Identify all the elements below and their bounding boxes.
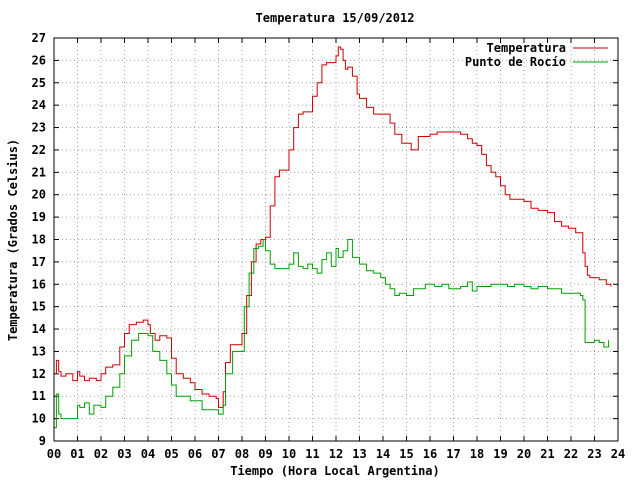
y-tick-label: 27 [32,31,46,45]
legend-label-1: Punto de Rocío [465,55,566,69]
x-tick-label: 05 [164,447,178,461]
y-tick-label: 21 [32,165,46,179]
y-tick-label: 10 [32,412,46,426]
x-tick-label: 22 [564,447,578,461]
y-axis-label: Temperatura (Grados Celsius) [6,139,20,341]
y-tick-label: 16 [32,277,46,291]
x-tick-label: 24 [611,447,625,461]
x-tick-label: 16 [423,447,437,461]
y-tick-label: 13 [32,344,46,358]
x-tick-label: 11 [305,447,319,461]
y-axis-ticks: 9 10 11 12 13 14 15 16 17 18 19 20 21 22 23 24 25 26 27 [32,31,618,448]
y-tick-label: 25 [32,76,46,90]
x-tick-label: 08 [235,447,249,461]
x-tick-label: 09 [258,447,272,461]
x-axis-ticks: 00 01 02 03 04 05 06 07 08 09 10 11 12 13 14 15 16 17 18 19… [47,38,625,461]
x-tick-label: 17 [446,447,460,461]
x-tick-label: 07 [211,447,225,461]
grid [54,38,618,441]
y-tick-label: 26 [32,53,46,67]
y-tick-label: 19 [32,210,46,224]
x-tick-label: 19 [493,447,507,461]
y-tick-label: 12 [32,367,46,381]
y-tick-label: 22 [32,143,46,157]
y-tick-label: 18 [32,233,46,247]
y-tick-label: 15 [32,300,46,314]
series-lines [54,46,612,429]
y-tick-label: 14 [32,322,46,336]
x-tick-label: 04 [141,447,155,461]
x-tick-label: 01 [70,447,84,461]
x-tick-label: 10 [282,447,296,461]
x-tick-label: 06 [188,447,202,461]
x-tick-label: 18 [470,447,484,461]
legend-label-0: Temperatura [487,41,566,55]
y-tick-label: 24 [32,98,46,112]
chart-title: Temperatura 15/09/2012 [256,11,415,25]
y-tick-label: 23 [32,121,46,135]
y-tick-label: 11 [32,389,46,403]
x-tick-label: 23 [587,447,601,461]
x-tick-label: 03 [117,447,131,461]
x-tick-label: 02 [94,447,108,461]
y-tick-label: 17 [32,255,46,269]
x-tick-label: 00 [47,447,61,461]
series-line-1 [54,239,610,429]
x-tick-label: 20 [517,447,531,461]
x-tick-label: 15 [399,447,413,461]
x-tick-label: 21 [540,447,554,461]
y-tick-label: 20 [32,188,46,202]
y-tick-label: 9 [39,434,46,448]
x-tick-label: 12 [329,447,343,461]
plot-frame [53,37,619,442]
x-tick-label: 13 [352,447,366,461]
series-line-0 [54,46,612,408]
x-tick-label: 14 [376,447,390,461]
x-axis-label: Tiempo (Hora Local Argentina) [230,464,440,478]
